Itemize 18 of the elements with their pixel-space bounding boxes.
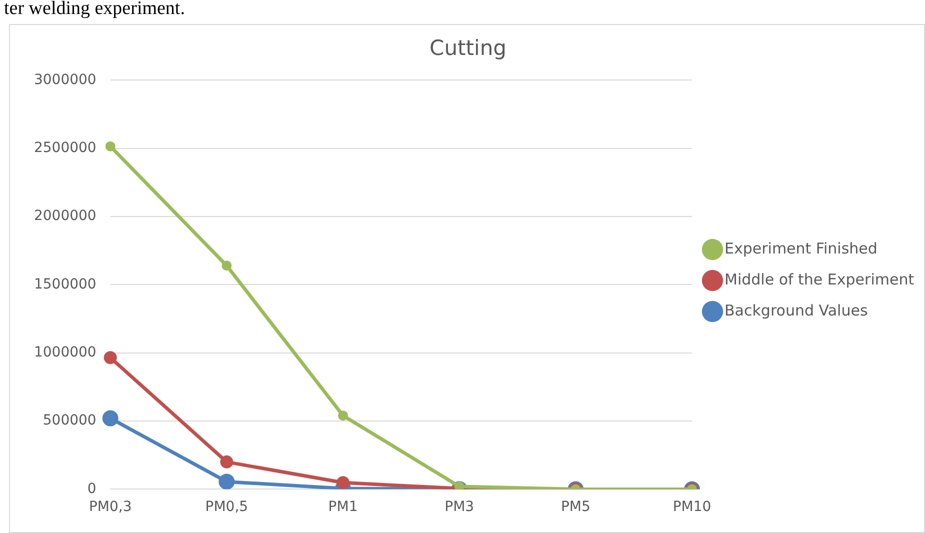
x-tick-label: PM0,3 — [88, 499, 132, 516]
legend-label: Experiment Finished — [724, 239, 878, 258]
y-tick-label: 1000000 — [34, 344, 96, 361]
y-tick-label: 1500000 — [34, 276, 96, 292]
x-tick-label: PM10 — [672, 499, 712, 516]
x-tick-label: PM5 — [560, 499, 590, 516]
y-tick-label: 3000000 — [34, 72, 96, 88]
y-tick-label: 0 — [87, 480, 96, 497]
y-tick-label: 2000000 — [34, 208, 96, 224]
x-tick-label: PM3 — [444, 499, 474, 516]
y-tick-label: 500000 — [42, 412, 96, 429]
x-tick-label: PM1 — [328, 499, 358, 516]
legend-label: Middle of the Experiment — [724, 270, 914, 288]
chart-title: Cutting — [430, 36, 506, 60]
x-tick-label: PM0,5 — [205, 499, 248, 516]
legend-label: Background Values — [724, 301, 868, 320]
y-tick-label: 2500000 — [34, 140, 96, 156]
text: ter welding experiment. — [4, 0, 185, 20]
